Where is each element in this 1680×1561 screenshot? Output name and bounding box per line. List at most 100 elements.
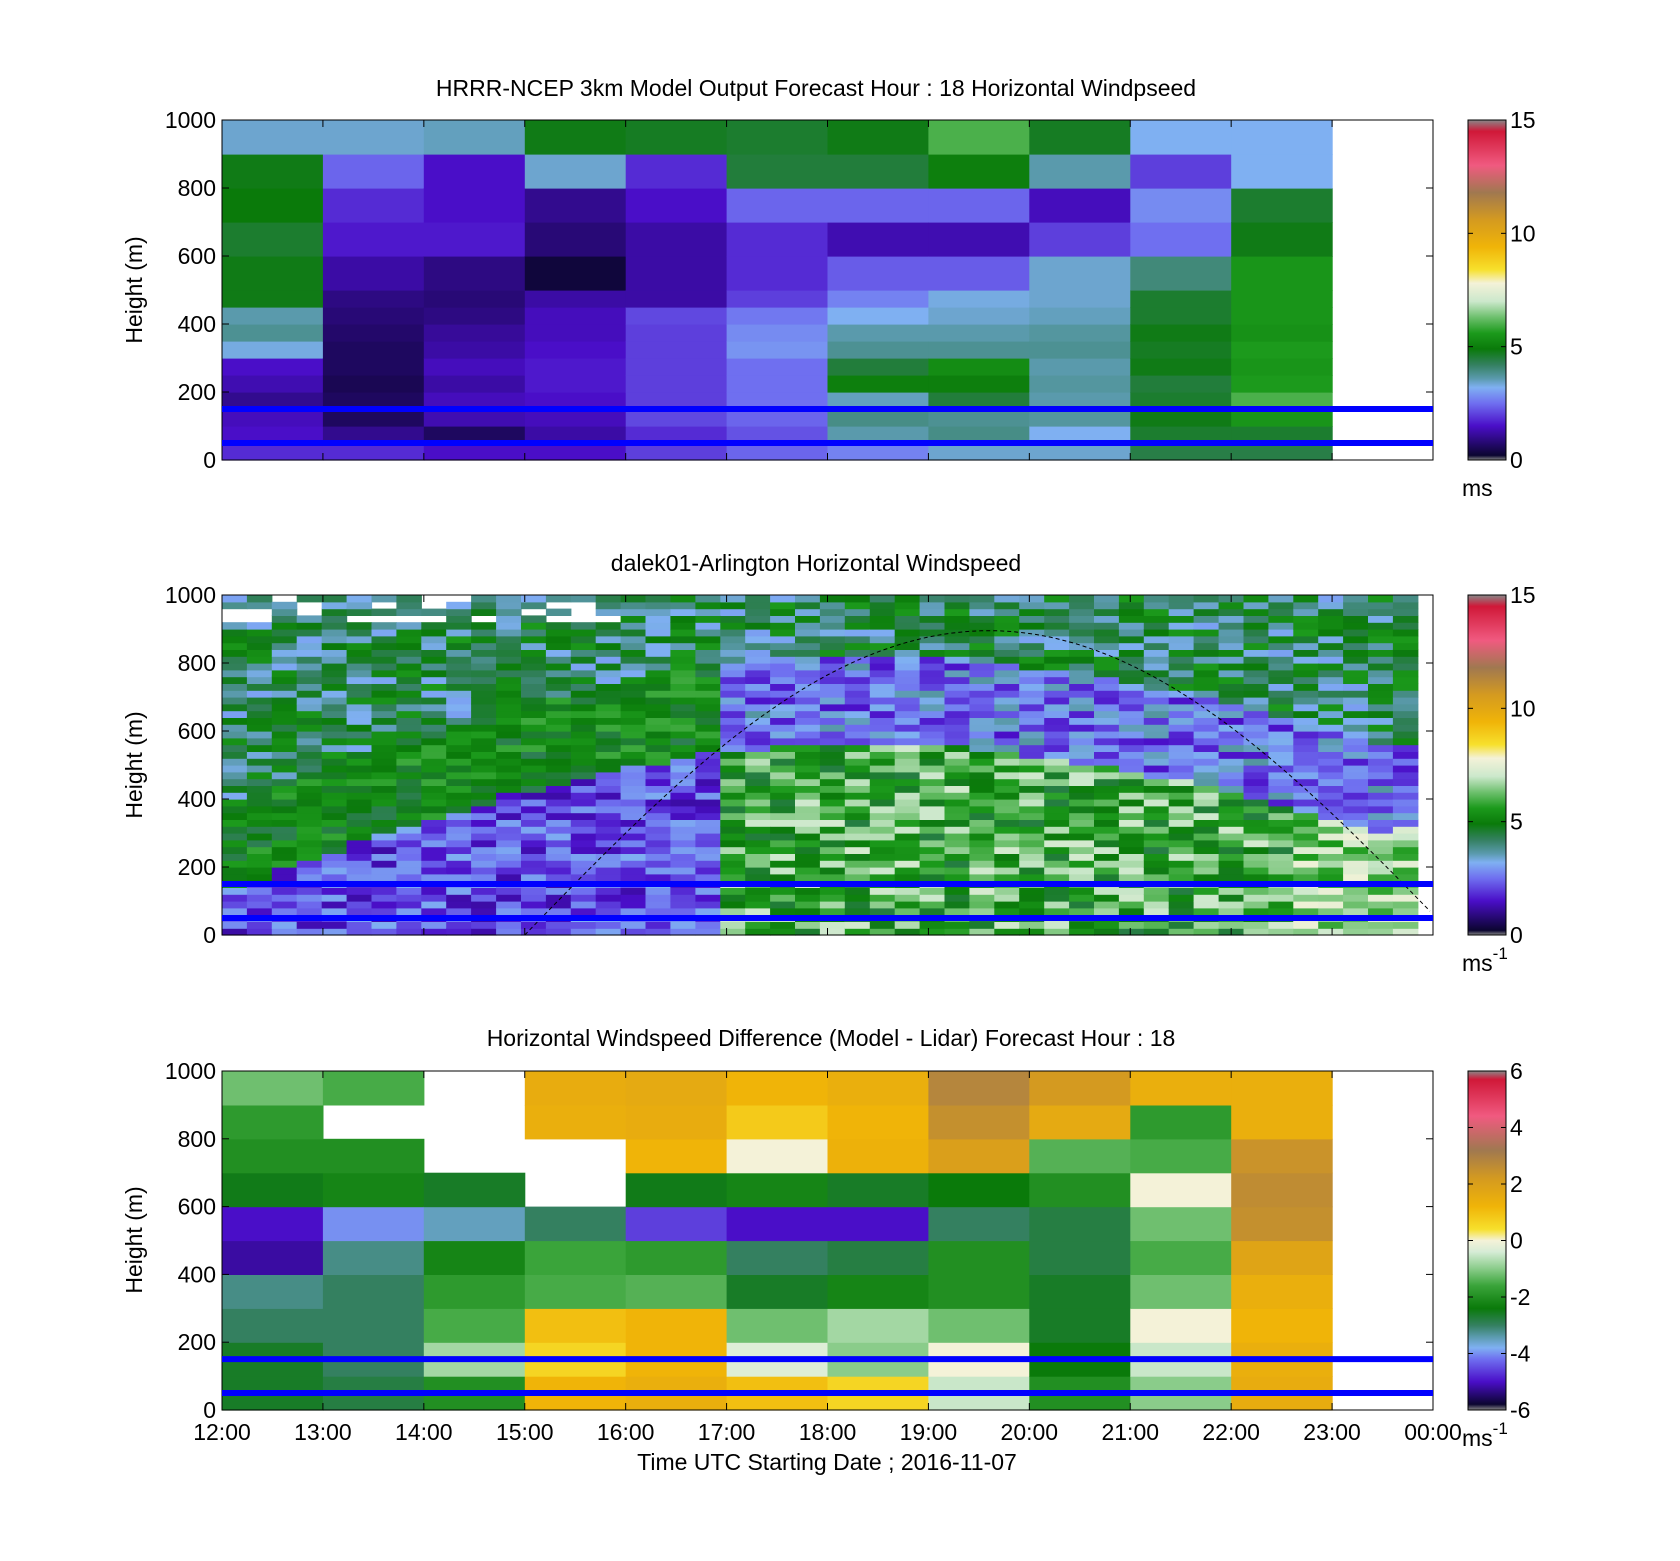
heatmap-cell (1168, 731, 1195, 739)
heatmap-cell (595, 785, 622, 793)
heatmap-cell (222, 867, 248, 875)
heatmap-cell (1392, 826, 1419, 834)
heatmap-cell (1094, 765, 1120, 773)
heatmap-cell (521, 717, 547, 725)
heatmap-cell (944, 595, 970, 603)
heatmap-cell (545, 894, 572, 902)
heatmap-cell (421, 751, 447, 759)
heatmap-cell (1130, 307, 1232, 325)
heatmap-cell (869, 833, 896, 841)
heatmap-cell (446, 758, 472, 766)
heatmap-cell (1019, 907, 1045, 916)
heatmap-cell (1044, 669, 1070, 678)
heatmap-cell (222, 443, 324, 461)
heatmap-cell (869, 921, 896, 929)
heatmap-cell (844, 608, 871, 616)
heatmap-cell (271, 683, 298, 691)
heatmap-cell (670, 642, 696, 650)
heatmap-cell (524, 1274, 627, 1309)
heatmap-cell (322, 1240, 425, 1275)
heatmap-cell (1193, 663, 1220, 671)
heatmap-cell (346, 608, 373, 616)
heatmap-cell (795, 921, 821, 929)
heatmap-cell (1069, 642, 1095, 650)
heatmap-cell (1118, 928, 1145, 936)
heatmap-cell (521, 656, 547, 664)
heatmap-cell (670, 615, 696, 623)
heatmap-cell (595, 669, 622, 678)
heatmap-cell (246, 669, 273, 678)
heatmap-cell (720, 744, 746, 752)
heatmap-cell (1168, 724, 1195, 732)
heatmap-cell (670, 758, 696, 766)
heatmap-cell (726, 358, 829, 376)
heatmap-cell (645, 683, 671, 691)
heatmap-cell (496, 928, 522, 936)
heatmap-cell (726, 1308, 829, 1343)
heatmap-cell (521, 853, 547, 861)
heatmap-cell (1368, 690, 1394, 698)
heatmap-cell (524, 256, 627, 291)
x-axis (221, 595, 1434, 935)
heatmap-cell (1293, 839, 1319, 848)
heatmap-cell (994, 826, 1020, 834)
heatmap-cell (1029, 307, 1131, 325)
heatmap-cell (770, 853, 796, 861)
heatmap-cell (1044, 622, 1070, 630)
heatmap-cell (770, 751, 796, 759)
heatmap-cell (346, 792, 373, 800)
heatmap-cell (1019, 812, 1045, 820)
heatmap-cell (1231, 341, 1333, 359)
heatmap-cell (1343, 765, 1369, 773)
heatmap-cell (620, 765, 647, 773)
heatmap-cell (770, 615, 796, 623)
heatmap-cell (819, 792, 846, 800)
heatmap-cell (869, 812, 896, 820)
heatmap-cell (770, 649, 796, 657)
heatmap-cell (869, 873, 896, 882)
heatmap-cell (521, 669, 547, 678)
heatmap-cell (246, 663, 273, 671)
heatmap-cell (222, 120, 324, 155)
heatmap-cell (819, 799, 846, 807)
heatmap-cell (1143, 873, 1170, 882)
heatmap-cell (421, 690, 447, 698)
heatmap-cell (396, 873, 422, 882)
heatmap-cell (1268, 642, 1294, 650)
heatmap-cell (396, 595, 422, 603)
heatmap-cell (1293, 771, 1319, 780)
heatmap-cell (1094, 683, 1120, 691)
heatmap-cell (670, 744, 696, 752)
heatmap-cell (795, 928, 821, 936)
heatmap-cell (969, 826, 995, 834)
heatmap-cell (795, 629, 821, 637)
heatmap-cell (994, 785, 1020, 793)
heatmap-cell (844, 894, 871, 902)
heatmap-cell (1218, 622, 1245, 630)
heatmap-cell (645, 595, 671, 603)
heatmap-cell (745, 819, 771, 827)
heatmap-cell (471, 907, 497, 916)
heatmap-cell (321, 717, 348, 725)
heatmap-cell (670, 717, 696, 725)
heatmap-cell (595, 717, 622, 725)
heatmap-cell (271, 744, 298, 752)
heatmap-cell (471, 663, 497, 671)
heatmap-cell (1130, 375, 1232, 393)
y-tick-label: 400 (178, 1261, 216, 1287)
heatmap-cell (1019, 765, 1045, 773)
heatmap-cell (1143, 731, 1170, 739)
heatmap-cell (1094, 867, 1120, 875)
heatmap-cell (321, 901, 348, 909)
heatmap-cell (928, 392, 1030, 410)
heatmap-cell (1318, 765, 1344, 773)
heatmap-cell (521, 649, 547, 657)
heatmap-cell (595, 710, 622, 718)
heatmap-cell (844, 778, 871, 786)
heatmap-cell (222, 392, 324, 410)
heatmap-cell (595, 819, 622, 827)
heatmap-cell (1268, 839, 1294, 848)
heatmap-cell (745, 921, 771, 929)
heatmap-cell (321, 826, 348, 834)
heatmap-cell (720, 853, 746, 861)
